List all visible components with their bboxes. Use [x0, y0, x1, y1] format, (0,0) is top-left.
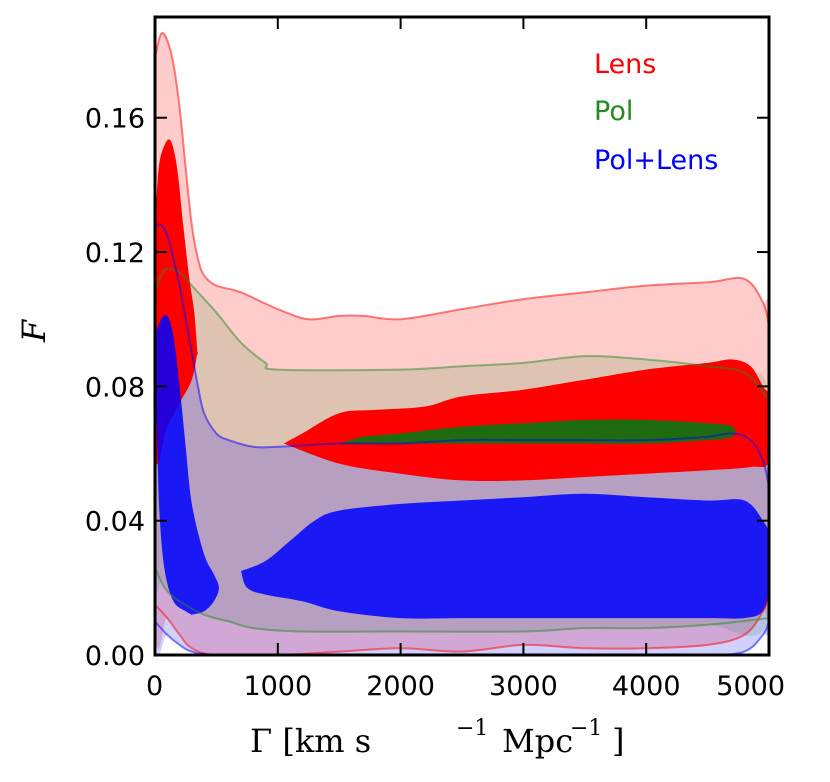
x-axis-label-mpc-exponent: −1 — [570, 716, 602, 741]
legend-entry-lens: Lens — [594, 49, 656, 80]
x-axis-label-main: Γ [km s — [250, 722, 371, 760]
boundary-pol-lens-upper — [155, 223, 769, 488]
band-inner-pol-1 — [334, 419, 736, 444]
y-tick-label: 0.12 — [85, 238, 145, 269]
plot-bands — [155, 31, 769, 655]
x-tick-label: 3000 — [489, 671, 558, 702]
x-axis-label-close: ] — [612, 722, 624, 760]
y-tick-label: 0.04 — [85, 507, 145, 538]
x-tick-label: 2000 — [366, 671, 435, 702]
boundary-lens-upper — [155, 31, 769, 327]
y-axis-label: F — [15, 318, 53, 343]
legend-entry-pol: Pol — [594, 96, 633, 127]
plot-frame — [153, 15, 771, 657]
band-inner-pol-lens-2 — [240, 493, 769, 619]
boundary-lens-lower — [155, 594, 769, 655]
legend: Lens Pol Pol+Lens — [594, 49, 718, 176]
band-inner-lens-2 — [279, 359, 769, 482]
y-tick-label: 0.08 — [85, 372, 145, 403]
axis-ticks: 0 1000 2000 3000 4000 5000 0.00 0.04 0.08 0.12 0.1… — [85, 17, 785, 702]
y-tick-label: 0.00 — [85, 641, 145, 672]
x-axis-label-mpc: Mpc — [502, 722, 573, 760]
x-tick-label: 4000 — [612, 671, 681, 702]
legend-entry-pol-lens: Pol+Lens — [594, 145, 718, 176]
boundary-pol-lower — [155, 567, 769, 633]
boundary-pol-lens-lower — [155, 620, 769, 655]
x-axis-label: Γ [km s −1 Mpc −1 ] — [250, 716, 624, 760]
x-tick-label: 1000 — [243, 671, 312, 702]
y-tick-label: 0.16 — [85, 104, 145, 135]
band-inner-pol-lens-1 — [155, 314, 219, 616]
x-tick-label: 5000 — [716, 671, 785, 702]
x-tick-label: 0 — [146, 671, 163, 702]
x-axis-label-s-exponent: −1 — [456, 716, 488, 741]
